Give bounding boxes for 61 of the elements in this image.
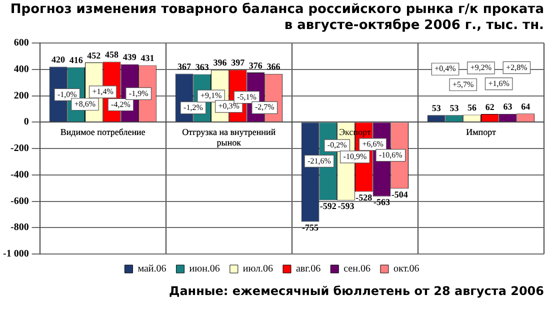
data-label: 452 [87, 50, 102, 60]
annotation: +2,8% [506, 62, 528, 72]
x-tick-label: Экспорт [339, 126, 371, 137]
legend-label: май.06 [138, 264, 166, 275]
data-label: 439 [122, 52, 137, 62]
x-tick-label: Видимое потребление [60, 126, 146, 137]
annotation: -0,2% [327, 140, 348, 150]
data-label: 420 [51, 54, 66, 65]
y-tick-label: 600 [14, 38, 29, 49]
legend-label: сен.06 [344, 264, 370, 275]
annotation: +6,6% [362, 139, 384, 148]
x-tick-label: Отгрузка на внутренний рынок [182, 126, 276, 148]
annotation: -5,1% [237, 92, 257, 102]
legend-label: июн.06 [189, 264, 220, 275]
annotation: +1,4% [92, 87, 114, 96]
data-label: 416 [69, 55, 84, 66]
data-label: 53 [432, 102, 442, 113]
y-tick-label: -1 000 [2, 248, 29, 260]
annotation: -1,9% [128, 88, 149, 98]
text: Данные: ежемесячный бюллетень от 28 августа 2006 [168, 284, 545, 299]
data-label: 396 [213, 58, 228, 68]
data-label: 53 [450, 102, 460, 113]
chart-title: Прогноз изменения товарного баланса российского рынка г/к проката в августе-октябре 2006 г., тыс. тн. [9, 1, 545, 34]
annotation: -1,0% [57, 90, 78, 99]
legend-label: окт.06 [393, 264, 420, 275]
data-label: -528 [356, 192, 373, 203]
annotation: -1,2% [184, 102, 204, 112]
y-tick-label: -600 [10, 196, 29, 207]
legend-label: июл.06 [242, 264, 273, 275]
y-tick-label: 400 [14, 64, 29, 75]
data-label: 458 [105, 50, 120, 60]
y-tick-label: -200 [10, 143, 29, 154]
legend-label: авг.06 [296, 264, 321, 275]
annotation: +8,6% [74, 99, 96, 108]
annotation: +1,6% [488, 78, 510, 88]
data-label: 63 [503, 102, 513, 112]
data-label: 62 [485, 102, 495, 112]
annotation: +0,4% [434, 64, 456, 74]
annotation: +0,3% [218, 102, 240, 111]
y-tick-label: -800 [10, 222, 29, 234]
annotation: +9,1% [200, 91, 222, 100]
y-tick-label: 0 [24, 116, 29, 128]
data-label: 64 [521, 102, 531, 112]
annotation: +9,2% [470, 63, 492, 72]
annotation: +5,7% [452, 80, 474, 89]
data-label: -593 [338, 201, 355, 212]
annotation: -21,6% [308, 156, 332, 166]
data-label: 367 [178, 62, 192, 72]
annotation: -2,7% [254, 102, 275, 112]
data-label: -504 [391, 189, 408, 200]
x-tick-label: Импорт [466, 126, 496, 137]
data-label: 376 [248, 60, 263, 70]
data-label: -592 [320, 201, 337, 212]
data-label: 56 [468, 102, 478, 113]
annotation: -10,6% [378, 150, 403, 160]
data-label: 431 [140, 53, 155, 64]
annotation: -4,2% [111, 100, 131, 109]
data-label: 397 [231, 58, 246, 68]
annotation: -10,9% [343, 152, 367, 162]
y-tick-label: 200 [14, 90, 29, 102]
y-tick-label: -400 [10, 169, 29, 180]
